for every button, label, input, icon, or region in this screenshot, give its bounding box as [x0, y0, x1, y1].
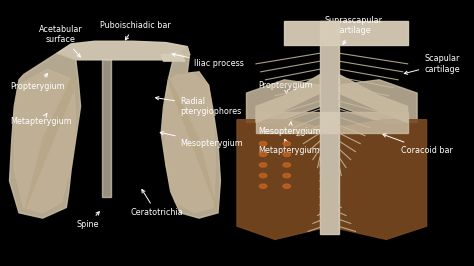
Text: Propterygium: Propterygium	[258, 81, 313, 93]
Polygon shape	[339, 74, 408, 122]
Text: Mesopterygium: Mesopterygium	[160, 132, 243, 148]
Polygon shape	[284, 21, 408, 45]
Polygon shape	[164, 74, 216, 213]
Text: Coracoid bar: Coracoid bar	[383, 134, 452, 155]
Circle shape	[259, 163, 267, 167]
Text: Iliac process: Iliac process	[172, 53, 244, 68]
Polygon shape	[339, 120, 427, 239]
Polygon shape	[320, 21, 339, 234]
Circle shape	[283, 173, 291, 178]
Text: Radial
pterygiophores: Radial pterygiophores	[155, 97, 241, 116]
Text: Metapterygium: Metapterygium	[258, 139, 320, 155]
Circle shape	[259, 173, 267, 178]
Circle shape	[259, 142, 267, 146]
Text: Ceratotrichia: Ceratotrichia	[130, 189, 183, 217]
Polygon shape	[237, 120, 320, 239]
Circle shape	[259, 152, 267, 156]
Circle shape	[283, 184, 291, 188]
Text: Mesopterygium: Mesopterygium	[258, 122, 321, 136]
Polygon shape	[161, 55, 185, 61]
Polygon shape	[14, 69, 76, 213]
Polygon shape	[57, 41, 190, 60]
Text: Scapular
cartilage: Scapular cartilage	[404, 54, 460, 74]
Circle shape	[283, 152, 291, 156]
Polygon shape	[246, 80, 320, 122]
Polygon shape	[339, 80, 417, 122]
Text: Puboischiadic bar: Puboischiadic bar	[100, 21, 171, 40]
Polygon shape	[161, 47, 220, 218]
Polygon shape	[102, 59, 111, 197]
Polygon shape	[256, 74, 320, 122]
Text: Spine: Spine	[76, 212, 100, 229]
Text: Acetabular
surface: Acetabular surface	[39, 25, 82, 57]
Text: Suprascapular
cartilage: Suprascapular cartilage	[324, 16, 382, 44]
Text: Propterygium: Propterygium	[10, 74, 65, 91]
Circle shape	[283, 142, 291, 146]
Circle shape	[283, 163, 291, 167]
Circle shape	[259, 184, 267, 188]
Polygon shape	[256, 112, 408, 133]
Polygon shape	[9, 53, 81, 218]
Text: Metapterygium: Metapterygium	[10, 114, 72, 126]
